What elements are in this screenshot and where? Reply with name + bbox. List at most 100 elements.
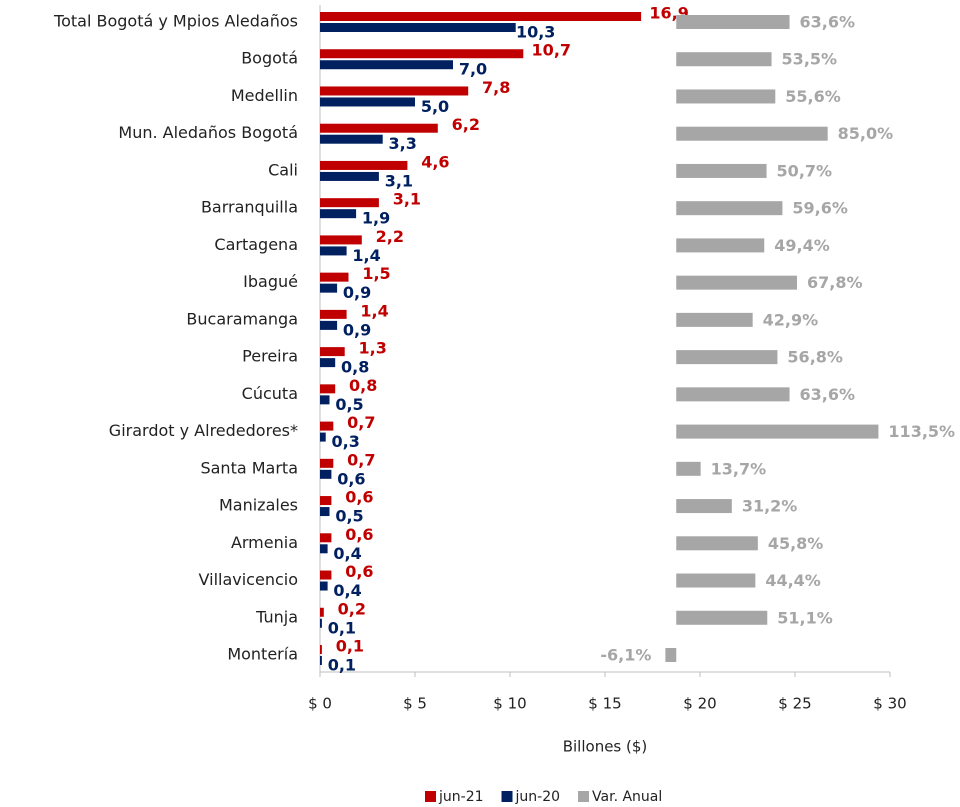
legend-label: Var. Anual bbox=[592, 789, 662, 805]
value-label: 0,9 bbox=[343, 283, 371, 302]
bar bbox=[320, 23, 516, 32]
value-label: 7,8 bbox=[482, 78, 510, 97]
value-label: 0,7 bbox=[347, 450, 375, 469]
category-label: Armenia bbox=[231, 533, 298, 552]
value-label: 1,4 bbox=[352, 246, 380, 265]
var-label: 49,4% bbox=[774, 236, 830, 255]
category-label: Girardot y Alrededores* bbox=[109, 421, 298, 440]
category-label: Ibagué bbox=[243, 272, 298, 291]
var-label: 56,8% bbox=[787, 348, 843, 367]
bar bbox=[320, 458, 334, 468]
category-label: Cartagena bbox=[214, 235, 298, 254]
bar bbox=[320, 235, 362, 245]
bar bbox=[320, 12, 642, 21]
x-tick-label: $ 30 bbox=[873, 695, 906, 713]
category-label: Santa Marta bbox=[200, 458, 298, 477]
bar bbox=[320, 395, 330, 405]
value-label: 4,6 bbox=[421, 152, 449, 171]
category-label: Montería bbox=[227, 645, 298, 664]
var-label: 55,6% bbox=[785, 87, 841, 106]
category-label: Tunja bbox=[255, 607, 298, 626]
var-bar bbox=[676, 387, 790, 402]
bar bbox=[320, 309, 347, 319]
bar bbox=[320, 384, 336, 394]
value-label: 0,1 bbox=[336, 637, 364, 656]
value-label: 10,3 bbox=[516, 23, 555, 42]
category-label: Pereira bbox=[242, 347, 298, 366]
bar bbox=[320, 97, 415, 107]
value-label: 1,3 bbox=[359, 339, 387, 358]
category-label: Bogotá bbox=[241, 49, 298, 68]
var-label: 85,0% bbox=[838, 124, 894, 143]
var-bar bbox=[676, 499, 732, 514]
var-label: 31,2% bbox=[742, 497, 798, 516]
value-label: 1,5 bbox=[362, 264, 390, 283]
bar bbox=[320, 49, 524, 59]
var-bar bbox=[676, 201, 783, 216]
legend-label: jun-21 bbox=[438, 789, 484, 805]
bar bbox=[320, 60, 453, 70]
value-label: 0,1 bbox=[328, 618, 356, 637]
bar bbox=[320, 656, 322, 665]
var-label: 63,6% bbox=[800, 385, 856, 404]
bar bbox=[320, 570, 332, 580]
var-bar bbox=[676, 275, 798, 290]
value-label: 1,9 bbox=[362, 209, 390, 228]
value-label: 0,8 bbox=[341, 358, 369, 377]
bar bbox=[320, 320, 338, 330]
bar bbox=[320, 209, 357, 219]
category-label: Medellin bbox=[231, 86, 298, 105]
var-bar bbox=[676, 536, 758, 551]
bar bbox=[320, 421, 334, 431]
bar bbox=[320, 134, 383, 144]
var-label: 67,8% bbox=[807, 273, 863, 292]
value-label: 0,6 bbox=[337, 469, 365, 488]
value-label: 3,1 bbox=[385, 171, 413, 190]
var-bar bbox=[676, 163, 767, 178]
value-label: 0,7 bbox=[347, 413, 375, 432]
var-label: 113,5% bbox=[888, 422, 955, 441]
var-bar bbox=[665, 648, 677, 662]
var-label: 13,7% bbox=[711, 459, 767, 478]
value-label: 0,3 bbox=[332, 432, 360, 451]
var-bar bbox=[676, 424, 879, 439]
bar bbox=[320, 607, 324, 617]
var-bar bbox=[676, 52, 772, 67]
bar bbox=[320, 645, 322, 654]
var-label: 44,4% bbox=[765, 571, 821, 590]
value-label: 1,4 bbox=[360, 301, 388, 320]
var-bar bbox=[676, 126, 828, 141]
var-bar bbox=[676, 89, 776, 104]
value-label: 0,2 bbox=[338, 599, 366, 618]
var-bar bbox=[676, 610, 768, 625]
bar bbox=[320, 198, 379, 208]
value-label: 0,8 bbox=[349, 376, 377, 395]
value-label: 0,5 bbox=[335, 507, 363, 526]
var-label: 53,5% bbox=[782, 50, 838, 69]
bar bbox=[320, 246, 347, 256]
var-label: 63,6% bbox=[800, 13, 856, 32]
var-label: 50,7% bbox=[777, 161, 833, 180]
category-label: Cali bbox=[268, 160, 298, 179]
value-label: 10,7 bbox=[532, 41, 571, 60]
var-bar bbox=[676, 238, 765, 253]
bar bbox=[320, 358, 336, 368]
bar bbox=[320, 160, 408, 170]
value-label: 6,2 bbox=[452, 115, 480, 134]
var-label: 45,8% bbox=[768, 534, 824, 553]
x-tick-label: $ 10 bbox=[493, 695, 526, 713]
legend-label: jun-20 bbox=[515, 789, 561, 805]
value-label: 0,5 bbox=[335, 395, 363, 414]
value-label: 5,0 bbox=[421, 97, 449, 116]
var-label: 42,9% bbox=[763, 310, 819, 329]
bar bbox=[320, 123, 438, 133]
x-axis-label: Billones ($) bbox=[563, 738, 648, 756]
category-label: Manizales bbox=[219, 496, 298, 515]
category-label: Cúcuta bbox=[242, 384, 298, 403]
category-label: Total Bogotá y Mpios Aledaños bbox=[53, 12, 298, 31]
value-label: 0,4 bbox=[333, 544, 361, 563]
bar bbox=[320, 432, 326, 442]
x-tick-label: $ 20 bbox=[683, 695, 716, 713]
var-bar bbox=[676, 312, 753, 327]
